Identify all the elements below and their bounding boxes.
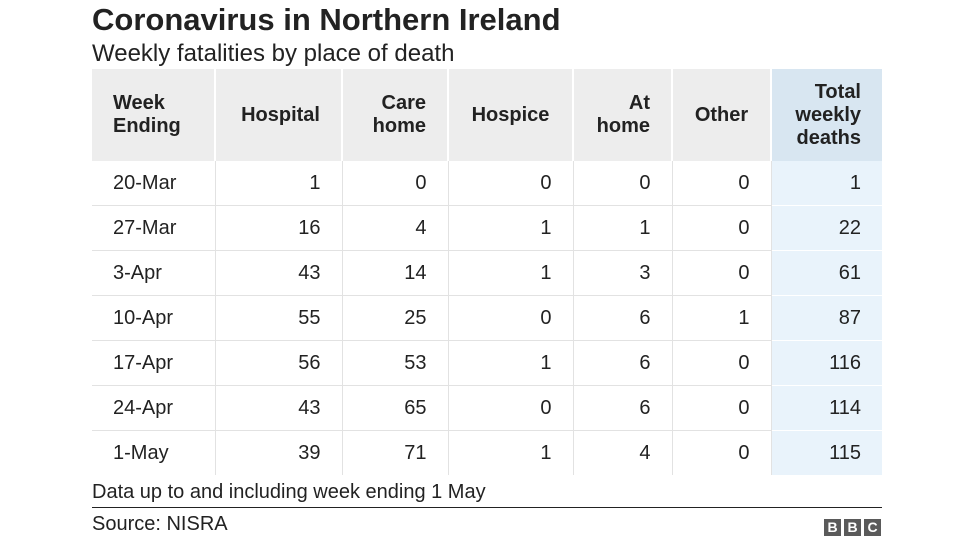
header-total-weekly-deaths: Total weekly deaths: [771, 69, 882, 161]
cell-other: 0: [672, 205, 772, 251]
cell-hospital: 1: [215, 161, 343, 206]
cell-hospital: 43: [215, 250, 343, 296]
header-other-line1: Other: [694, 103, 749, 126]
bbc-logo-letter: C: [864, 519, 881, 536]
cell-at-home: 3: [573, 250, 673, 296]
cell-other: 1: [672, 295, 772, 341]
header-at-home-line1: At: [628, 92, 650, 114]
cell-care-home: 65: [342, 385, 449, 431]
chart-title: Coronavirus in Northern Ireland: [92, 2, 561, 37]
header-hospital-line1: Hospital: [241, 103, 320, 126]
header-care-home: Care home: [342, 69, 449, 161]
cell-at-home: 4: [573, 430, 673, 475]
cell-hospice: 0: [448, 161, 574, 206]
cell-at-home: 0: [573, 161, 673, 206]
cell-other: 0: [672, 340, 772, 386]
cell-total: 22: [771, 205, 882, 251]
bbc-logo: B B C: [824, 519, 881, 536]
header-hospice: Hospice: [448, 69, 574, 161]
cell-week: 10-Apr: [92, 295, 216, 341]
cell-care-home: 25: [342, 295, 449, 341]
cell-at-home: 1: [573, 205, 673, 251]
header-other: Other: [672, 69, 772, 161]
fatalities-table: Week Ending Hospital Care home Hospice A…: [92, 69, 882, 475]
table-row: 24-Apr 43 65 0 6 0 114: [92, 385, 882, 431]
bbc-logo-letter: B: [824, 519, 841, 536]
table-header-row: Week Ending Hospital Care home Hospice A…: [92, 69, 882, 161]
header-care-home-line1: Care: [381, 92, 426, 114]
header-week-ending: Week Ending: [92, 69, 216, 161]
header-hospital: Hospital: [215, 69, 343, 161]
cell-at-home: 6: [573, 295, 673, 341]
table-row: 10-Apr 55 25 0 6 1 87: [92, 295, 882, 341]
cell-total: 87: [771, 295, 882, 341]
cell-total: 1: [771, 161, 882, 206]
cell-hospital: 39: [215, 430, 343, 475]
cell-care-home: 53: [342, 340, 449, 386]
bbc-logo-letter: B: [844, 519, 861, 536]
footer-divider: [92, 507, 882, 508]
cell-other: 0: [672, 250, 772, 296]
cell-hospital: 43: [215, 385, 343, 431]
cell-total: 114: [771, 385, 882, 431]
table-row: 20-Mar 1 0 0 0 0 1: [92, 161, 882, 206]
cell-week: 20-Mar: [92, 161, 216, 206]
header-total-line3: deaths: [796, 126, 861, 149]
table-row: 3-Apr 43 14 1 3 0 61: [92, 250, 882, 296]
cell-week: 17-Apr: [92, 340, 216, 386]
cell-other: 0: [672, 430, 772, 475]
table-row: 17-Apr 56 53 1 6 0 116: [92, 340, 882, 386]
cell-care-home: 4: [342, 205, 449, 251]
cell-week: 3-Apr: [92, 250, 216, 296]
header-week-ending-line2: Ending: [113, 115, 181, 137]
header-at-home: At home: [573, 69, 673, 161]
cell-hospice: 1: [448, 340, 574, 386]
header-at-home-line2: home: [596, 115, 650, 137]
data-note: Data up to and including week ending 1 M…: [92, 481, 486, 503]
cell-care-home: 71: [342, 430, 449, 475]
cell-other: 0: [672, 385, 772, 431]
table-row: 27-Mar 16 4 1 1 0 22: [92, 205, 882, 251]
cell-total: 115: [771, 430, 882, 475]
cell-hospice: 0: [448, 295, 574, 341]
header-care-home-line2: home: [372, 115, 426, 137]
cell-other: 0: [672, 161, 772, 206]
header-week-ending-line1: Week: [113, 92, 165, 114]
source-label: Source: NISRA: [92, 513, 228, 535]
header-total-line2: weekly: [795, 103, 861, 126]
cell-hospice: 1: [448, 430, 574, 475]
cell-hospice: 1: [448, 205, 574, 251]
cell-week: 27-Mar: [92, 205, 216, 251]
cell-hospice: 1: [448, 250, 574, 296]
cell-week: 1-May: [92, 430, 216, 475]
cell-hospice: 0: [448, 385, 574, 431]
cell-week: 24-Apr: [92, 385, 216, 431]
header-total-line1: Total: [814, 80, 861, 103]
cell-at-home: 6: [573, 340, 673, 386]
table-row: 1-May 39 71 1 4 0 115: [92, 430, 882, 475]
header-hospice-line1: Hospice: [471, 103, 550, 126]
cell-at-home: 6: [573, 385, 673, 431]
cell-hospital: 16: [215, 205, 343, 251]
chart-subtitle: Weekly fatalities by place of death: [92, 40, 455, 67]
cell-total: 61: [771, 250, 882, 296]
cell-hospital: 55: [215, 295, 343, 341]
cell-care-home: 0: [342, 161, 449, 206]
cell-care-home: 14: [342, 250, 449, 296]
cell-hospital: 56: [215, 340, 343, 386]
cell-total: 116: [771, 340, 882, 386]
